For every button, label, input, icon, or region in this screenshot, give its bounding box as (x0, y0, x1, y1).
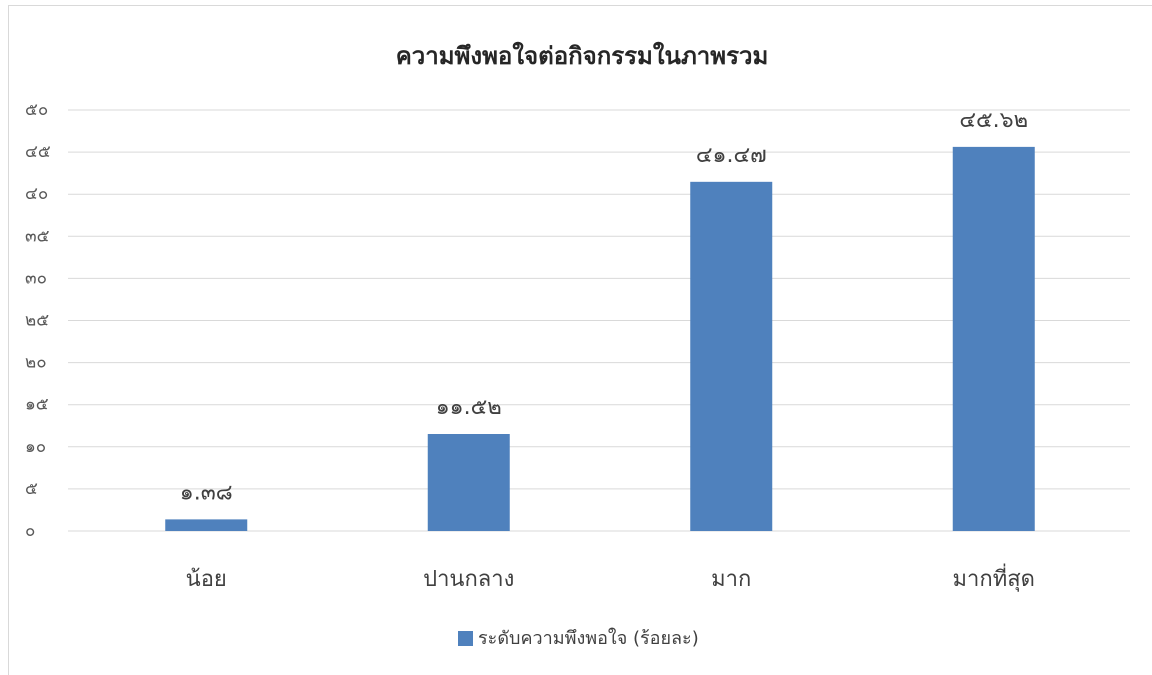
x-tick-label: ปานกลาง (423, 567, 514, 592)
chart-title: ความพึงพอใจต่อกิจกรรมในภาพรวม (396, 41, 769, 70)
y-tick-label: ๔๐ (25, 184, 48, 204)
bar (165, 519, 248, 531)
y-tick-label: ๕ (25, 479, 38, 499)
bar (690, 181, 773, 531)
bar (952, 146, 1035, 532)
legend-label: ระดับความพึงพอใจ (ร้อยละ) (478, 627, 699, 649)
y-tick-label: ๒๕ (25, 311, 49, 331)
data-label: ๔๑.๔๗ (696, 143, 767, 168)
y-tick-label: ๑๕ (25, 395, 49, 415)
y-tick-label: ๑๐ (25, 437, 46, 457)
y-tick-label: ๔๕ (25, 142, 51, 162)
y-tick-label: ๓๐ (25, 268, 47, 288)
data-label: ๑๑.๕๒ (436, 395, 502, 420)
legend-swatch (458, 631, 473, 646)
y-tick-label: ๕๐ (25, 100, 48, 120)
x-tick-label: มากที่สุด (953, 563, 1035, 592)
data-label: ๑.๓๘ (180, 480, 233, 505)
y-tick-label: ๓๕ (25, 226, 50, 246)
bar (427, 434, 510, 531)
x-tick-label: น้อย (186, 567, 227, 592)
data-label: ๔๕.๖๒ (959, 108, 1028, 133)
y-tick-label: ๒๐ (25, 353, 47, 373)
y-tick-label: ๐ (25, 521, 35, 541)
x-tick-label: มาก (711, 567, 751, 592)
